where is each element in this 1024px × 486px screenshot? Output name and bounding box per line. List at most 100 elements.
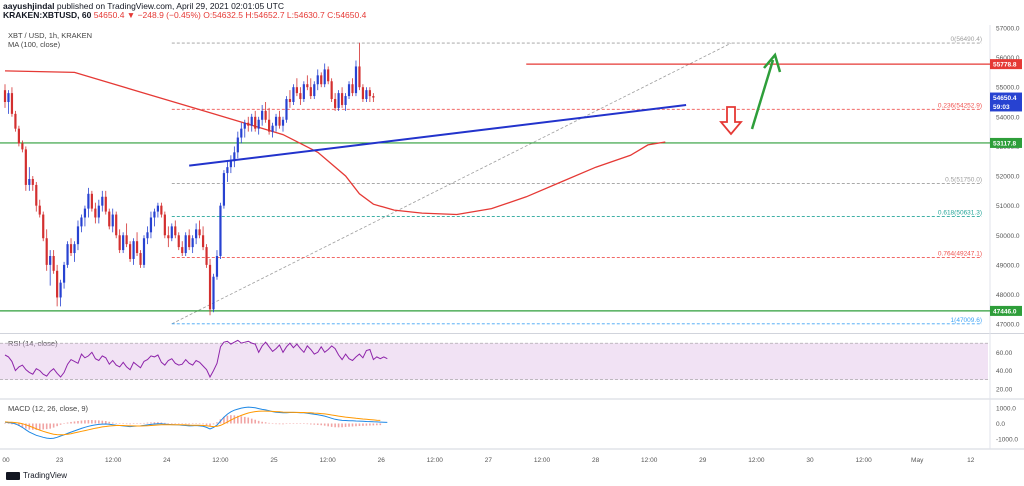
- candle-body: [195, 229, 198, 239]
- macd-histogram-bar: [257, 420, 260, 424]
- candle-body: [83, 208, 87, 218]
- fib-level-label: 0.236(54252.9): [938, 102, 982, 109]
- x-tick-label: 12:00: [855, 457, 872, 464]
- macd-histogram-bar: [355, 423, 357, 427]
- candle-body: [76, 226, 80, 245]
- macd-histogram-bar: [63, 423, 65, 424]
- macd-histogram-bar: [271, 423, 274, 424]
- candle-body: [73, 244, 76, 254]
- macd-histogram-bar: [84, 420, 86, 424]
- candle-body: [337, 93, 340, 108]
- candle-body: [174, 226, 177, 236]
- candle-body: [122, 235, 125, 251]
- macd-histogram-bar: [250, 418, 253, 424]
- macd-histogram-bar: [164, 422, 166, 424]
- macd-histogram-bar: [153, 422, 156, 424]
- candle-body: [52, 256, 55, 271]
- candle-body: [3, 90, 7, 102]
- publish-info: published on TradingView.com, April 29, …: [56, 1, 285, 11]
- ma-legend: MA (100, close): [8, 40, 61, 49]
- candle-body: [268, 119, 271, 132]
- macd-histogram-bar: [299, 423, 302, 424]
- candle-body: [80, 217, 83, 227]
- macd-histogram-bar: [98, 420, 100, 424]
- candle-body: [17, 128, 20, 144]
- macd-histogram-bar: [316, 423, 319, 425]
- macd-histogram-bar: [310, 423, 312, 425]
- price-tag: [990, 59, 1022, 70]
- candle-body: [261, 110, 264, 120]
- macd-histogram-bar: [122, 423, 124, 424]
- macd-histogram-bar: [101, 420, 104, 424]
- candle-body: [104, 196, 107, 212]
- macd-histogram-bar: [191, 423, 194, 425]
- candle-body: [302, 84, 305, 100]
- macd-histogram-bar: [32, 423, 34, 430]
- macd-histogram-bar: [136, 423, 138, 424]
- macd-histogram-bar: [303, 423, 305, 424]
- candle-body: [160, 205, 163, 215]
- x-tick-label: 12:00: [641, 457, 658, 464]
- candle-body: [10, 93, 14, 114]
- price-tag-label: 53117.8: [993, 140, 1017, 147]
- candle-body: [219, 205, 222, 256]
- symbol-line: KRAKEN:XBTUSD, 60 54650.4 ▼ −248.9 (−0.4…: [3, 10, 366, 20]
- macd-histogram-bar: [285, 423, 288, 424]
- macd-histogram-bar: [337, 423, 340, 428]
- author-name[interactable]: aayushjindal: [3, 1, 55, 11]
- macd-histogram-bar: [171, 423, 173, 424]
- macd-histogram-bar: [254, 419, 256, 424]
- x-tick-label: 25: [270, 457, 278, 464]
- macd-histogram-bar: [376, 423, 378, 426]
- candle-body: [28, 179, 31, 185]
- tradingview-footer[interactable]: TradingView: [6, 471, 67, 480]
- macd-histogram-bar: [18, 423, 20, 426]
- candle-body: [132, 241, 135, 259]
- macd-histogram-bar: [278, 423, 281, 425]
- candle-body: [358, 66, 361, 88]
- candle-body: [38, 205, 41, 215]
- macd-histogram-bar: [115, 423, 117, 424]
- macd-histogram-bar: [230, 415, 232, 424]
- candle-body: [368, 90, 371, 97]
- y-tick-label: 50000.0: [996, 233, 1020, 240]
- candle-body: [330, 81, 333, 100]
- x-tick-label: 28: [592, 457, 600, 464]
- macd-histogram-bar: [372, 423, 375, 426]
- rsi-tick-label: 40.00: [996, 368, 1013, 375]
- x-tick-label: 12:00: [319, 457, 336, 464]
- macd-histogram-bar: [261, 421, 263, 424]
- candle-body: [292, 87, 295, 102]
- macd-histogram-bar: [66, 422, 69, 424]
- macd-histogram-bar: [188, 423, 190, 425]
- candle-body: [354, 66, 358, 94]
- macd-histogram-bar: [205, 423, 208, 426]
- candle-body: [243, 122, 246, 129]
- candle-body: [101, 196, 104, 206]
- candle-body: [94, 208, 97, 218]
- candle-body: [56, 270, 59, 298]
- macd-legend: MACD (12, 26, close, 9): [8, 404, 89, 413]
- candle-body: [247, 122, 250, 126]
- green-arrow-head: [763, 52, 782, 73]
- candle-body: [313, 84, 316, 97]
- macd-histogram-bar: [282, 423, 284, 425]
- candle-body: [365, 90, 368, 100]
- y-tick-label: 52000.0: [996, 174, 1020, 181]
- candle-body: [306, 84, 309, 88]
- candle-body: [281, 119, 285, 126]
- candle-body: [14, 113, 17, 129]
- candle-body: [271, 125, 274, 132]
- candle-body: [254, 116, 257, 129]
- price-change: 54650.4 ▼ −248.9 (−0.45%): [93, 10, 201, 20]
- x-tick-label: 23: [56, 457, 64, 464]
- chart-legend-title: XBT / USD, 1h, KRAKEN: [8, 31, 93, 40]
- macd-histogram-bar: [233, 415, 236, 424]
- macd-histogram-bar: [125, 423, 128, 425]
- macd-histogram-bar: [111, 422, 114, 424]
- candle-body: [274, 116, 278, 126]
- candle-body: [87, 193, 90, 209]
- candle-body: [7, 93, 10, 102]
- macd-histogram-bar: [4, 423, 6, 424]
